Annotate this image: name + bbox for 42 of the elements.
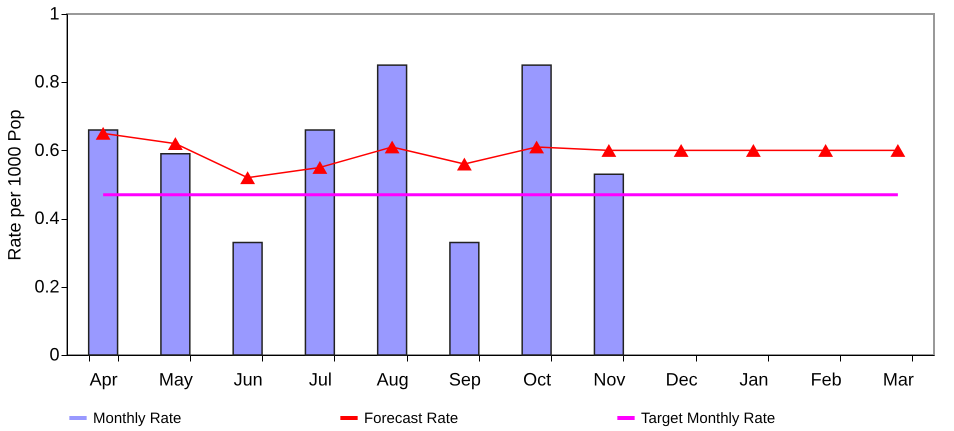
x-tick-label: Jun [234, 370, 263, 390]
bar [304, 129, 336, 356]
bar [88, 129, 118, 356]
point [384, 140, 400, 154]
y-tick-label: 0.2 [34, 276, 60, 296]
x-tick-label: Nov [593, 370, 626, 390]
point [601, 144, 616, 157]
point [818, 144, 834, 157]
x-tick-label: Jul [308, 370, 332, 390]
x-tick-label: Feb [810, 370, 842, 390]
bar [160, 153, 191, 356]
y-axis-title: Rate per 1000 Pop [4, 109, 24, 261]
y-tick-label: 0.6 [34, 140, 60, 160]
point [890, 144, 906, 157]
y-tick-label: 1 [49, 4, 60, 24]
point [96, 126, 111, 140]
bar [449, 242, 480, 356]
bar [521, 64, 552, 356]
bar [376, 64, 408, 356]
point [312, 161, 328, 174]
x-tick-label: Oct [523, 370, 552, 390]
point [529, 140, 544, 154]
point [674, 144, 689, 157]
y-tick-label: 0.4 [34, 208, 60, 228]
x-tick-label: May [158, 370, 193, 390]
x-tick-label: Sep [448, 370, 481, 390]
bar [594, 174, 624, 356]
point [456, 158, 472, 170]
x-tick-label: Mar [882, 370, 914, 390]
y-tick-label: 0.8 [34, 72, 60, 92]
x-tick-label: Dec [666, 370, 698, 390]
point [240, 171, 256, 184]
point [746, 144, 761, 157]
legend-label: Monthly Rate [93, 410, 182, 427]
legend-label: Target Monthly Rate [641, 410, 776, 427]
y-tick-label: 0 [49, 344, 60, 364]
x-tick-label: Apr [90, 370, 118, 390]
legend-label: Forecast Rate [364, 410, 458, 427]
x-tick-label: Jan [739, 370, 768, 390]
point [168, 137, 183, 150]
bar [232, 242, 263, 356]
x-tick-label: Aug [376, 370, 409, 390]
